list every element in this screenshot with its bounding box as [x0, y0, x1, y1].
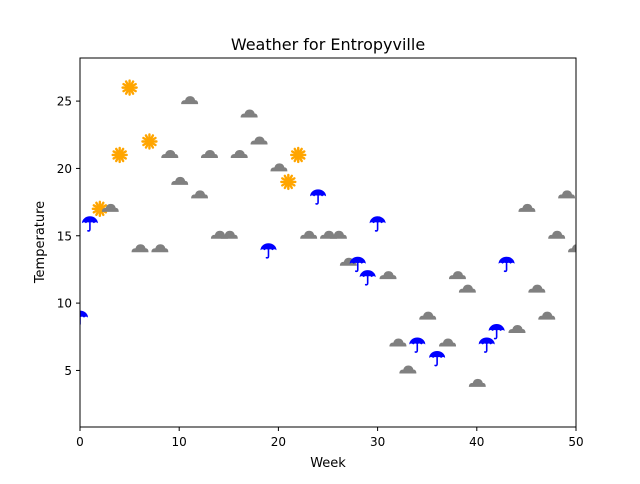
umbrella-icon [260, 243, 277, 259]
x-tick-label: 10 [172, 435, 187, 449]
y-tick-label: 20 [57, 162, 72, 176]
cloud-icon [220, 230, 238, 239]
x-tick: 20 [271, 427, 286, 449]
sun-icon [141, 133, 158, 150]
cloud-icon [270, 163, 288, 172]
x-tick: 30 [370, 427, 385, 449]
cloud-icon [439, 338, 457, 347]
cloud-icon [548, 230, 566, 239]
y-tick: 15 [57, 229, 80, 243]
y-tick-label: 15 [57, 229, 72, 243]
x-tick: 0 [76, 427, 84, 449]
cloud-icon [300, 230, 318, 239]
cloud-icon [538, 311, 556, 320]
umbrella-icon [349, 256, 366, 273]
umbrella-icon [488, 324, 505, 340]
cloud-icon [518, 203, 536, 212]
chart-title: Weather for Entropyville [231, 35, 425, 54]
y-tick: 25 [57, 95, 80, 109]
cloud-icon [419, 311, 437, 320]
data-markers [80, 79, 576, 387]
y-tick-label: 10 [57, 297, 72, 311]
umbrella-icon [498, 256, 515, 273]
umbrella-icon [359, 270, 376, 286]
x-tick: 50 [568, 427, 584, 449]
x-tick: 10 [172, 427, 187, 449]
cloud-icon [230, 149, 248, 158]
cloud-icon [250, 136, 268, 145]
y-tick-label: 25 [57, 95, 72, 109]
cloud-icon [329, 230, 347, 239]
y-axis-label: Temperature [33, 201, 48, 284]
sun-icon [111, 146, 128, 164]
cloud-icon [181, 96, 199, 105]
umbrella-icon [369, 216, 386, 232]
umbrella-icon [310, 189, 327, 205]
cloud-icon [468, 378, 486, 387]
cloud-icon [528, 284, 546, 293]
x-tick: 40 [469, 427, 484, 449]
cloud-icon [568, 244, 576, 253]
umbrella-icon [429, 350, 446, 367]
x-tick-label: 40 [469, 435, 484, 449]
y-tick-label: 5 [64, 364, 72, 378]
cloud-icon [131, 244, 149, 253]
x-tick-label: 0 [76, 435, 84, 449]
sun-icon [290, 146, 307, 164]
y-axis-ticks: 5 10 15 20 25 [57, 95, 80, 378]
umbrella-icon [81, 216, 98, 232]
plot-area-frame [79, 57, 577, 428]
cloud-icon [200, 149, 218, 158]
x-axis-label: Week [310, 456, 346, 471]
cloud-icon [101, 203, 119, 212]
x-tick-label: 50 [568, 435, 583, 449]
cloud-icon [458, 284, 476, 293]
cloud-icon [389, 338, 407, 347]
cloud-icon [399, 365, 417, 374]
sun-icon [280, 173, 297, 191]
umbrella-icon [80, 310, 88, 326]
x-axis-ticks: 0 10 20 30 40 50 [76, 427, 584, 449]
cloud-icon [161, 149, 179, 158]
y-tick: 20 [57, 162, 80, 176]
umbrella-icon [409, 337, 426, 353]
x-tick-label: 30 [370, 435, 385, 449]
sun-icon [121, 79, 138, 96]
umbrella-icon [478, 337, 495, 353]
cloud-icon [508, 325, 526, 334]
x-tick-label: 20 [271, 435, 286, 449]
y-tick: 5 [64, 364, 80, 378]
cloud-icon [379, 271, 397, 280]
cloud-icon [558, 190, 576, 199]
cloud-icon [171, 176, 189, 185]
cloud-icon [448, 271, 466, 280]
cloud-icon [240, 109, 258, 118]
cloud-icon [151, 244, 169, 253]
y-tick: 10 [57, 297, 80, 311]
cloud-icon [191, 190, 209, 199]
